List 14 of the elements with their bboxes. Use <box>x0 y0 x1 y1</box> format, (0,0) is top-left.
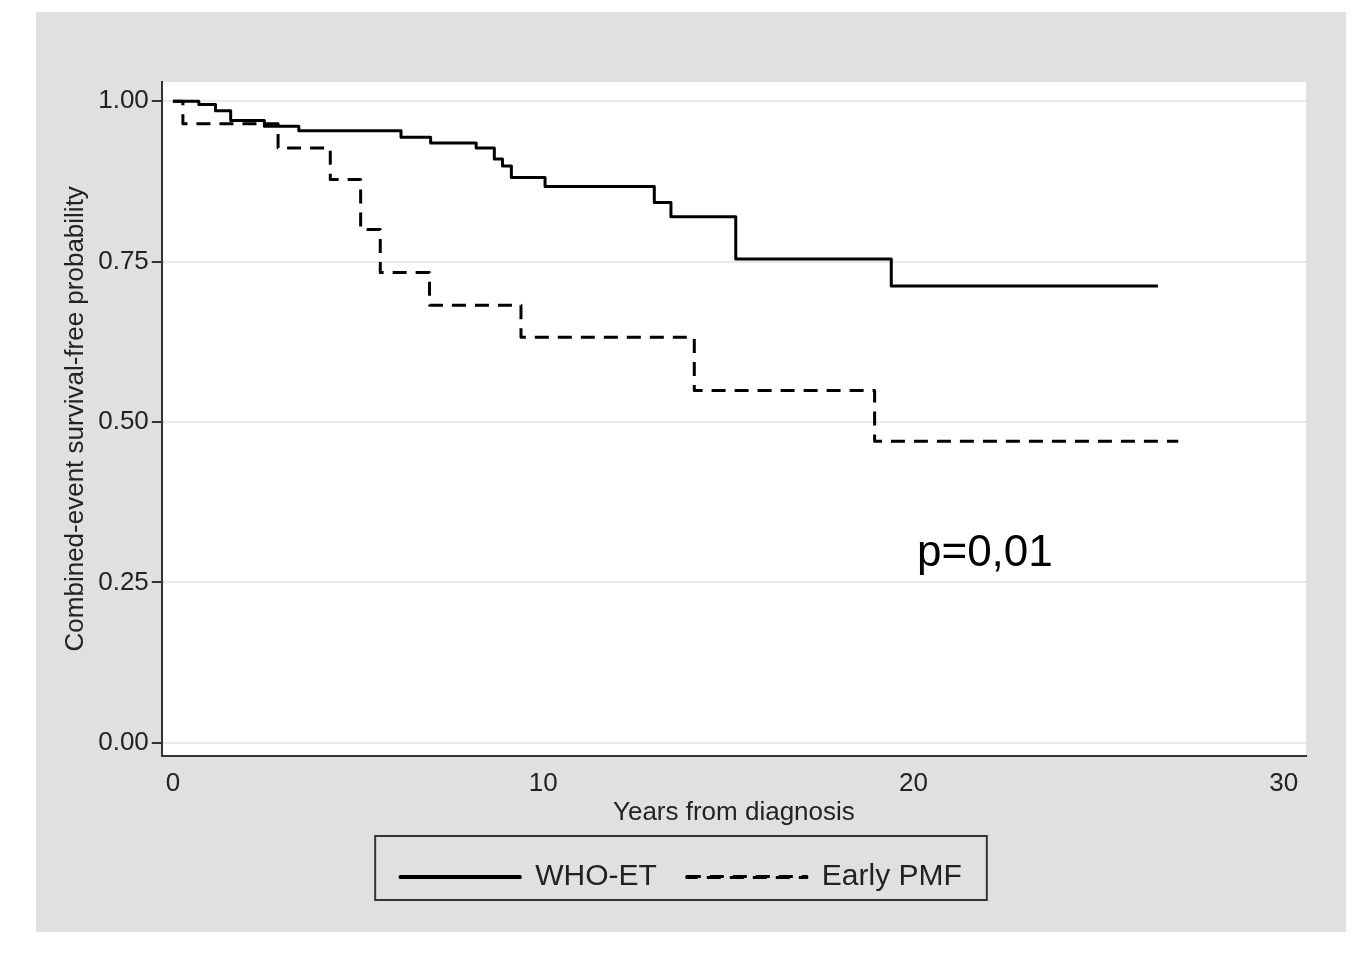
x-tick-label: 20 <box>899 767 928 798</box>
legend-label: Early PMF <box>821 858 962 892</box>
y-tick-label: 0.00 <box>98 725 149 756</box>
y-tick-label: 1.00 <box>98 84 149 115</box>
y-axis-title: Combined-event survival-free probability <box>58 186 89 652</box>
legend-label: WHO-ET <box>535 858 657 892</box>
y-tick-label: 0.25 <box>98 565 149 596</box>
y-tick-label: 0.50 <box>98 405 149 436</box>
x-tick-label: 10 <box>528 767 558 798</box>
x-tick-label: 0 <box>165 767 181 798</box>
annotation: p=0,01 <box>916 525 1053 575</box>
y-tick-label: 0.75 <box>98 244 149 275</box>
x-tick-label: 30 <box>1269 767 1299 798</box>
x-axis-title: Years from diagnosis <box>612 795 855 826</box>
